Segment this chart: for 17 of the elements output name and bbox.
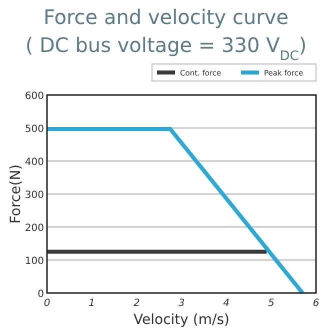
y-axis-title: Force(N) bbox=[8, 164, 24, 224]
y-tick-label: 0 bbox=[38, 289, 44, 300]
x-tick-label: 6 bbox=[312, 298, 320, 309]
chart-subtitle: ( DC bus voltage = 330 V$_{DC}$) bbox=[25, 33, 307, 64]
x-tick-label: 1 bbox=[88, 298, 96, 309]
y-tick-label: 400 bbox=[24, 157, 44, 168]
y-tick-label: 100 bbox=[24, 256, 44, 267]
x-tick-label: 2 bbox=[133, 298, 140, 309]
y-tick-label: 500 bbox=[24, 124, 44, 135]
x-tick-label: 3 bbox=[178, 298, 185, 309]
y-tick-label: 200 bbox=[24, 223, 44, 234]
y-tick-label: 300 bbox=[24, 190, 44, 201]
y-tick-label: 600 bbox=[24, 91, 44, 102]
chart-title: Force and velocity curve bbox=[43, 5, 289, 29]
x-axis-title: Velocity (m/s) bbox=[134, 312, 230, 328]
x-tick-label: 4 bbox=[223, 298, 230, 309]
x-tick-label: 5 bbox=[268, 298, 274, 309]
